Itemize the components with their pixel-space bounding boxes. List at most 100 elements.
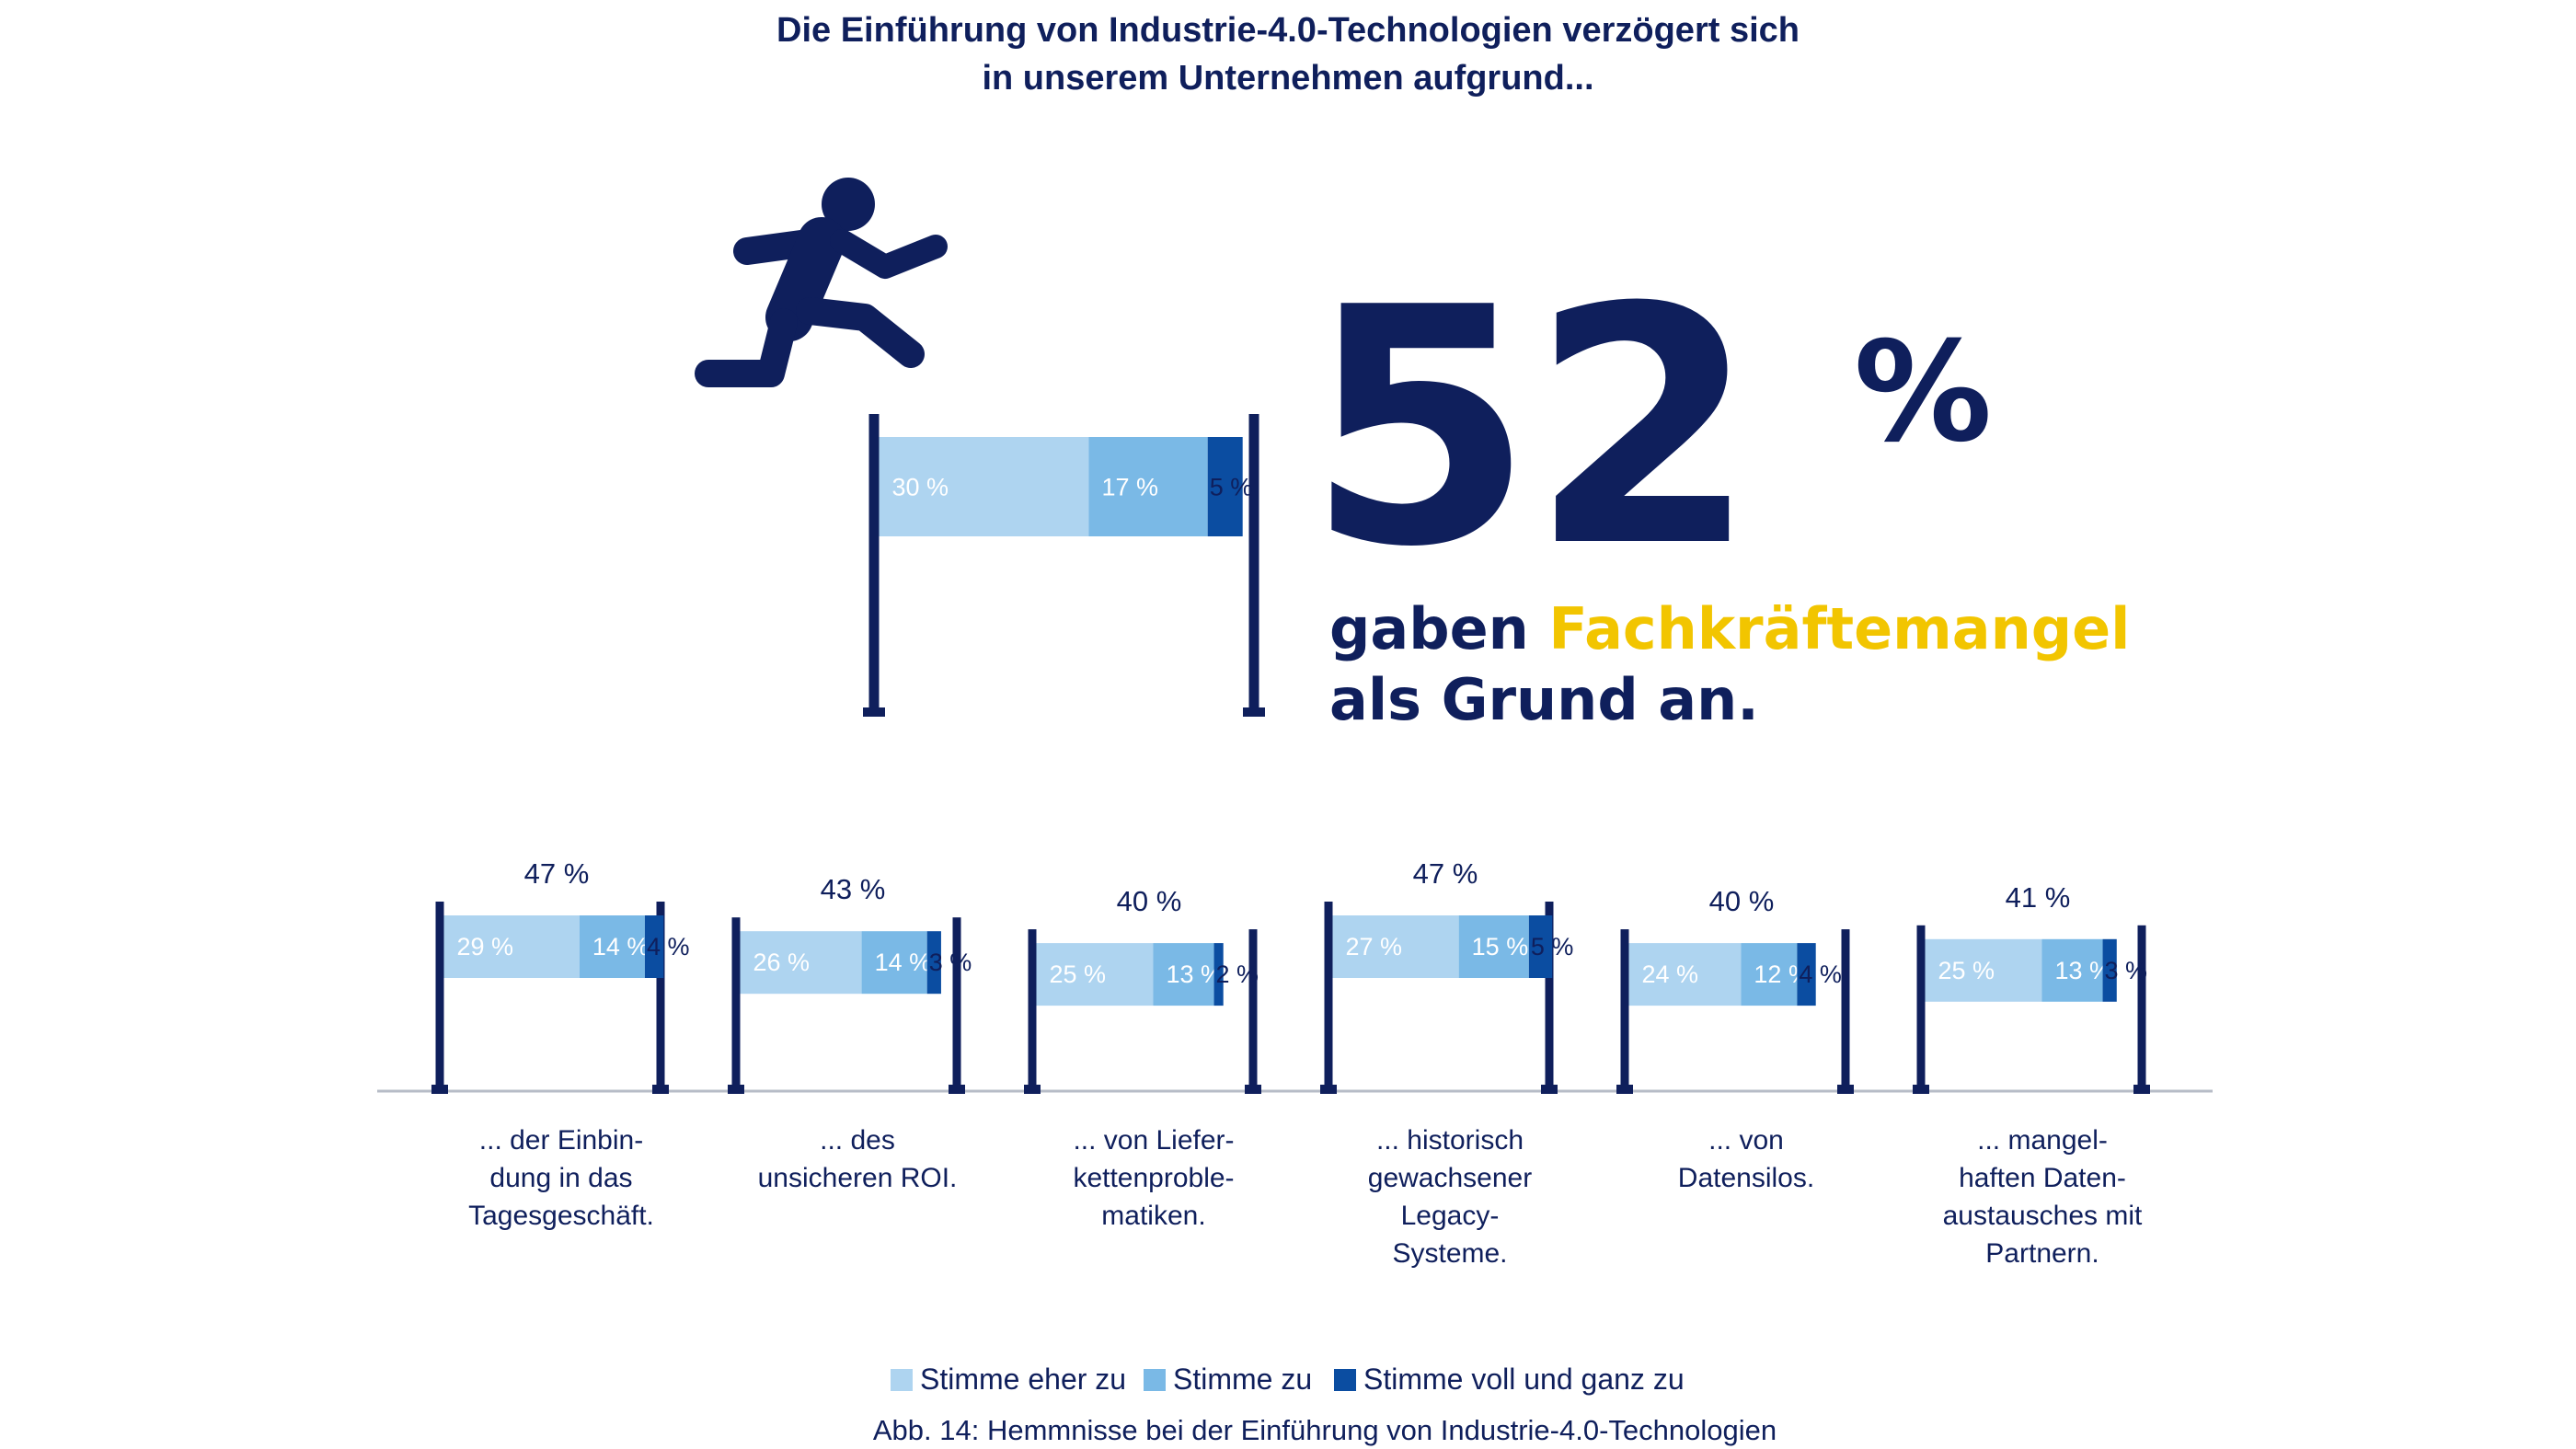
hurdle-3-segment-3 xyxy=(1213,943,1224,1006)
featured-hurdle-right-foot xyxy=(1243,707,1265,717)
legend-item-1: Stimme eher zu xyxy=(891,1363,1126,1396)
hurdle-3-segment-3-label: 2 % xyxy=(1216,960,1259,988)
hurdle-5-segment-1-label: 24 % xyxy=(1642,960,1699,988)
hurdle-5-segment-3-label: 4 % xyxy=(1799,960,1842,988)
hurdle-5-right-foot xyxy=(1837,1085,1854,1094)
hurdle-2-segment-2-label: 14 % xyxy=(875,949,932,976)
hurdle-6-segment-3-label: 3 % xyxy=(2105,957,2148,984)
hurdle-3-segment-1-label: 25 % xyxy=(1050,960,1107,988)
hurdle-4-total: 47 % xyxy=(1413,857,1478,890)
featured-hurdle-segment-1 xyxy=(879,437,1089,536)
hurdle-1-segment-2 xyxy=(579,915,645,978)
hurdle-6-category-line-1: ... mangel- xyxy=(1977,1125,2108,1156)
hurdle-4-right-foot xyxy=(1541,1085,1558,1094)
highlight-text-before: gaben xyxy=(1329,595,1548,662)
hurdle-3-left-post xyxy=(1028,929,1037,1091)
hurdle-2-left-foot xyxy=(728,1085,744,1094)
hurdle-5-category-line-2: Datensilos. xyxy=(1678,1163,1814,1193)
hurdle-2-right-foot xyxy=(949,1085,965,1094)
hurdle-1-segment-3 xyxy=(644,915,664,978)
hurdle-4-segment-2 xyxy=(1458,915,1529,978)
hurdle-5-left-post xyxy=(1620,929,1629,1091)
hurdle-6-right-post xyxy=(2137,925,2146,1091)
hurdle-1-category-line-1: ... der Einbin- xyxy=(479,1125,643,1156)
hurdle-1-segment-3-label: 4 % xyxy=(647,933,690,960)
hurdle-4-segment-1-label: 27 % xyxy=(1346,933,1403,960)
hurdle-4-segment-3-label: 5 % xyxy=(1531,933,1574,960)
hurdle-5-segment-1 xyxy=(1628,943,1742,1006)
hurdler-icon xyxy=(695,178,948,387)
hurdle-4: 27 % 15 % 5 % 47 % ... historisch gewachsener… xyxy=(1320,857,1573,1269)
hurdle-6-left-post xyxy=(1916,925,1926,1091)
featured-hurdle-segment-3-label: 5 % xyxy=(1210,474,1253,501)
hurdle-1-segment-2-label: 14 % xyxy=(592,933,650,960)
legend-swatch-2 xyxy=(1144,1369,1166,1391)
hurdles-chart: 29 % 14 %4 %47 %... der Einbin-dung in da… xyxy=(431,857,2150,1269)
legend-item-3: Stimme voll und ganz zu xyxy=(1334,1363,1685,1396)
hurdle-3-segment-2 xyxy=(1153,943,1214,1006)
hurdle-6-right-foot xyxy=(2133,1085,2150,1094)
hurdle-1: 29 % 14 %4 % 47 % ... der Einbin-dung in da… xyxy=(431,857,689,1231)
hurdle-1-category-line-2: dung in das xyxy=(489,1163,632,1193)
hurdle-1-right-foot xyxy=(652,1085,669,1094)
hurdle-2-segment-1 xyxy=(740,931,862,995)
hurdle-1-segment-1 xyxy=(443,915,580,978)
legend-swatch-1 xyxy=(891,1369,913,1391)
hurdle-5-category-line-1: ... von xyxy=(1708,1125,1784,1156)
hurdle-6-category-line-3: austausches mit xyxy=(1943,1201,2143,1231)
hurdle-3-segment-1 xyxy=(1036,943,1154,1006)
featured-hurdle-segment-2 xyxy=(1088,437,1208,536)
hurdle-3-category-line-1: ... von Liefer- xyxy=(1073,1125,1234,1156)
hurdle-6-segment-1 xyxy=(1925,938,2042,1002)
hurdle-2-segment-3-label: 3 % xyxy=(929,949,972,976)
hurdle-3-category-line-3: matiken. xyxy=(1101,1201,1205,1231)
hurdle-2-total: 43 % xyxy=(821,873,886,905)
featured-hurdle-segment-1-label: 30 % xyxy=(892,474,949,501)
hurdle-4-segment-2-label: 15 % xyxy=(1472,933,1529,960)
featured-hurdle-left-foot xyxy=(863,707,885,717)
hurdle-2-category-line-2: unsicheren ROI. xyxy=(758,1163,958,1193)
hurdle-6-total: 41 % xyxy=(2006,881,2071,914)
hurdle-2-category-line-1: ... des xyxy=(820,1125,895,1156)
highlight-text-line1: gaben Fachkräftemangel xyxy=(1329,595,2130,662)
hurdle-4-segment-1 xyxy=(1332,915,1459,978)
hurdle-6-segment-2-label: 13 % xyxy=(2055,957,2112,984)
hurdle-5-total: 40 % xyxy=(1709,885,1775,917)
featured-hurdle-segment-2-label: 17 % xyxy=(1102,474,1159,501)
highlight-text-line2: als Grund an. xyxy=(1329,666,1759,733)
hurdle-1-total: 47 % xyxy=(524,857,590,890)
featured-hurdle-segment-3 xyxy=(1207,437,1243,536)
hurdle-4-category-line-1: ... historisch xyxy=(1376,1125,1524,1156)
figure-caption: Abb. 14: Hemmnisse bei der Einführung vo… xyxy=(873,1414,1777,1446)
hurdle-4-segment-3 xyxy=(1528,915,1553,978)
hurdle-6-segment-2 xyxy=(2041,938,2103,1002)
hurdle-4-category-line-4: Systeme. xyxy=(1392,1238,1507,1269)
hurdle-4-right-post xyxy=(1545,902,1554,1091)
hurdle-3-segment-2-label: 13 % xyxy=(1167,960,1224,988)
hurdle-3-left-foot xyxy=(1024,1085,1041,1094)
hurdle-4-left-foot xyxy=(1320,1085,1337,1094)
hurdle-2-segment-2 xyxy=(861,931,927,995)
hurdle-1-left-foot xyxy=(431,1085,448,1094)
highlight-unit: % xyxy=(1854,313,1992,473)
legend-item-2: Stimme zu xyxy=(1144,1363,1312,1396)
legend-label-1: Stimme eher zu xyxy=(920,1363,1126,1396)
hurdle-3: 25 % 13 %2 % 40 % ... von Liefer-kettenprob… xyxy=(1024,885,1261,1231)
hurdle-6-category-line-4: Partnern. xyxy=(1985,1238,2099,1269)
hurdle-1-right-post xyxy=(656,902,665,1091)
hurdle-6-left-foot xyxy=(1913,1085,1929,1094)
hurdle-2: 26 % 14 %3 % 43 % ... des unsicheren ROI. xyxy=(728,873,972,1193)
featured-hurdle: 30 % 17 % 5 % xyxy=(863,414,1265,717)
hurdle-6-segment-1-label: 25 % xyxy=(1938,957,1995,984)
title-line-1: Die Einführung von Industrie-4.0-Technol… xyxy=(776,11,1800,50)
hurdle-5-segment-2 xyxy=(1741,943,1798,1006)
hurdle-3-total: 40 % xyxy=(1117,885,1182,917)
hurdle-2-segment-1-label: 26 % xyxy=(753,949,811,976)
hurdle-3-category-line-2: kettenproble- xyxy=(1073,1163,1234,1193)
legend-label-3: Stimme voll und ganz zu xyxy=(1363,1363,1685,1396)
hurdle-6-category-line-2: haften Daten- xyxy=(1959,1163,2126,1193)
hurdle-6-segment-3 xyxy=(2102,938,2117,1002)
hurdle-5-segment-3 xyxy=(1797,943,1816,1006)
